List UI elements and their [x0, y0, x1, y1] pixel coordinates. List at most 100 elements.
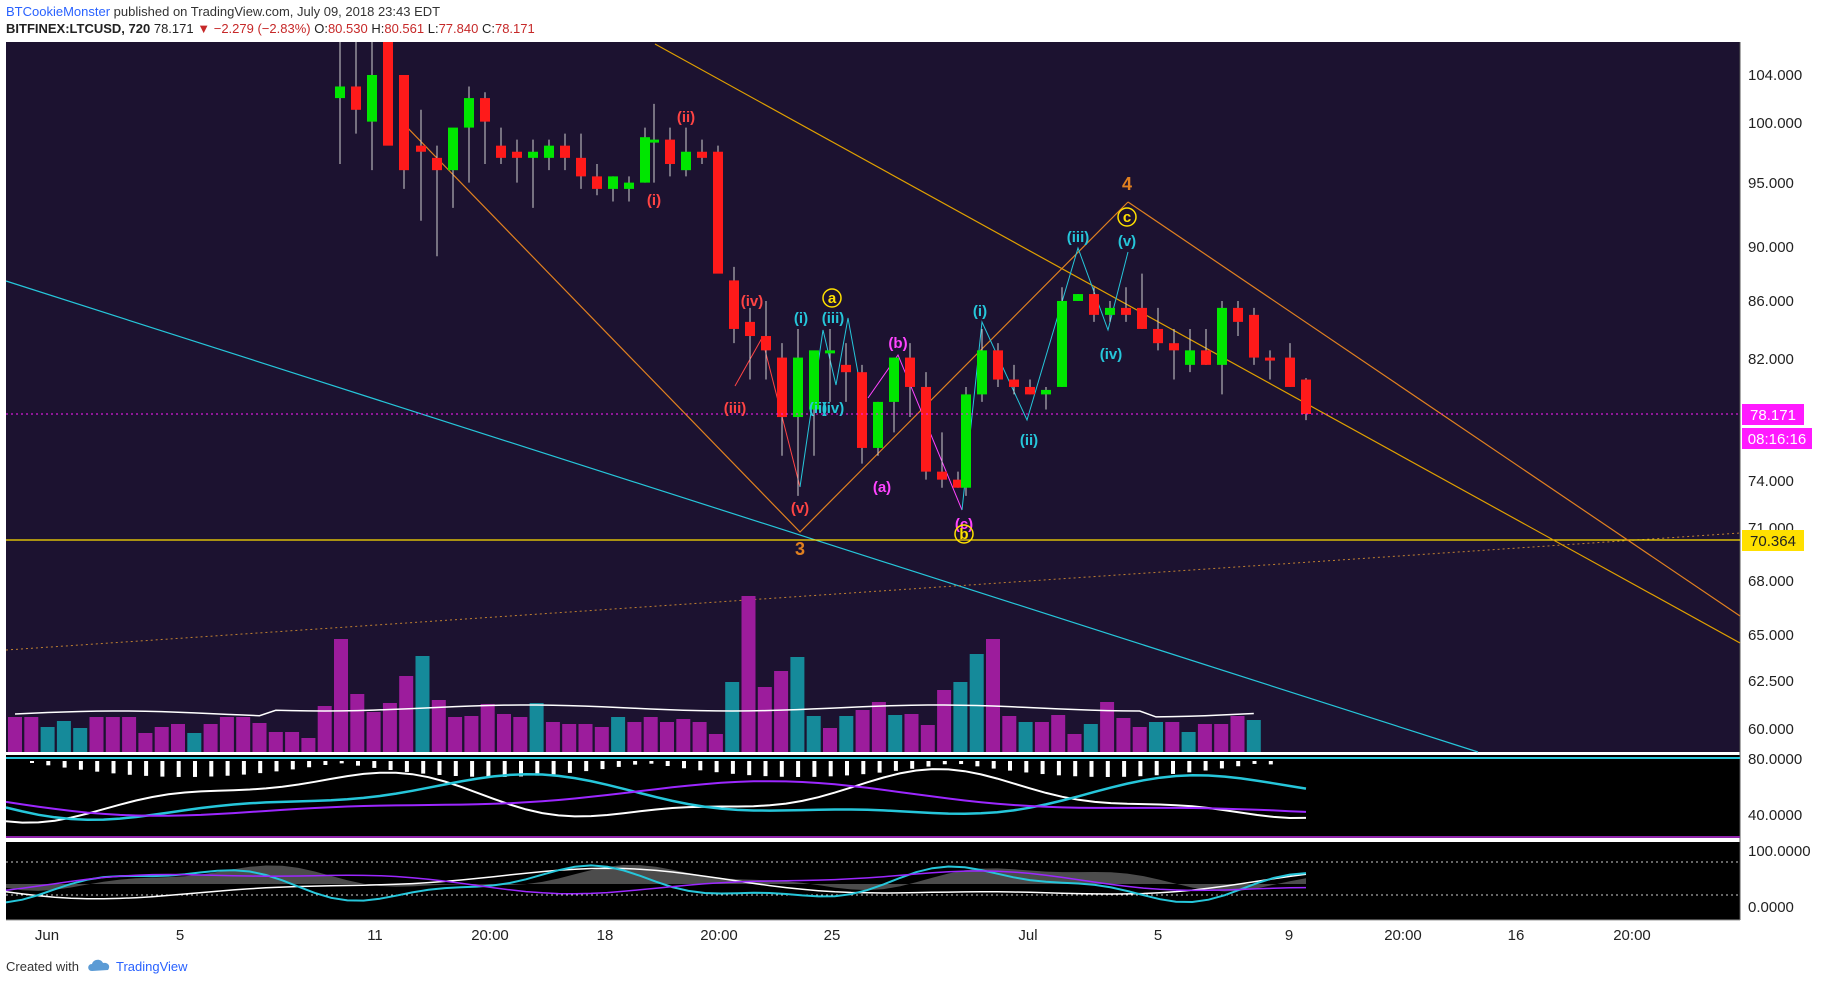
- volume-bar: [480, 704, 495, 752]
- candle-body: [448, 127, 458, 171]
- histogram-bar: [323, 761, 328, 765]
- cyan-label-i: (i): [794, 310, 808, 327]
- histogram-bar: [62, 761, 67, 768]
- histogram-bar: [225, 761, 230, 776]
- author-link[interactable]: BTCookieMonster: [6, 4, 111, 19]
- indicator-tick: 0.0000: [1748, 899, 1794, 916]
- tradingview-link[interactable]: TradingView: [116, 959, 188, 974]
- histogram-bar: [763, 761, 768, 777]
- candle-body: [512, 151, 522, 158]
- volume-bar: [219, 717, 234, 752]
- open-value: 80.530: [327, 21, 368, 36]
- candle-body: [921, 386, 931, 472]
- volume-bar: [334, 639, 348, 752]
- histogram-bar: [877, 761, 882, 773]
- candle-body: [873, 401, 883, 448]
- volume-bar: [171, 724, 185, 752]
- volume-bar: [676, 719, 691, 752]
- last-price-value: 78.171: [153, 21, 194, 36]
- volume-bar: [741, 596, 756, 752]
- histogram-bar: [633, 761, 638, 765]
- volume-bar: [708, 734, 723, 752]
- candle-body: [1041, 389, 1051, 395]
- volume-bar: [1018, 722, 1033, 752]
- candle-body: [665, 139, 675, 164]
- candle-body: [937, 471, 947, 480]
- histogram-bar: [111, 761, 116, 774]
- pane1-cyan-line: [5, 772, 1307, 821]
- candle-body: [399, 75, 409, 171]
- axis-price-badges: 78.171 08:16:16 70.364: [1742, 404, 1812, 551]
- volume-bar: [725, 682, 740, 752]
- volume-bar: [154, 727, 169, 752]
- candle-body: [841, 364, 851, 373]
- candle-body: [608, 176, 618, 189]
- candle-body: [1057, 300, 1067, 387]
- change-value: −2.279 (−2.83%): [213, 21, 311, 36]
- cyan2-label-ii: (ii): [1020, 432, 1038, 449]
- candle-body: [1009, 379, 1019, 387]
- histogram-bar: [942, 761, 947, 765]
- volume-bar: [562, 724, 577, 752]
- time-tick: 20:00: [1384, 927, 1422, 944]
- histogram-bar: [910, 761, 915, 769]
- cyan-label-iv: (iv): [822, 400, 845, 417]
- time-axis[interactable]: Jun 5 11 20:00 18 20:00 25 Jul 5 9 20:00…: [35, 927, 1651, 944]
- price-axis[interactable]: [1740, 42, 1828, 920]
- candle-body: [905, 357, 915, 387]
- histogram-bar: [95, 761, 100, 772]
- histogram-bar: [714, 761, 719, 773]
- indicator-tick: 40.0000: [1748, 807, 1802, 824]
- wave4-channel-line: [1127, 201, 1741, 617]
- candle-body: [961, 394, 971, 488]
- candle-body: [1285, 357, 1295, 387]
- price-tick: 90.000: [1748, 239, 1794, 256]
- time-tick: 20:00: [1613, 927, 1651, 944]
- level-badge: [1742, 530, 1804, 551]
- candle-body: [713, 151, 723, 274]
- price-chart[interactable]: (i) (ii) (iii) (iv) (v) 3 (i) (ii) (iii)…: [0, 42, 1828, 947]
- candle-body: [1025, 386, 1035, 395]
- histogram-bar: [1203, 761, 1208, 771]
- histogram-bar: [665, 761, 670, 767]
- time-tick: 16: [1508, 927, 1525, 944]
- time-tick: 25: [824, 927, 841, 944]
- high-value: 80.561: [384, 21, 425, 36]
- time-tick: 20:00: [700, 927, 738, 944]
- candle-body: [560, 145, 570, 158]
- histogram-bar: [46, 761, 51, 766]
- volume-bar: [545, 722, 560, 752]
- histogram-bar: [519, 761, 523, 777]
- histogram-bar: [600, 761, 605, 770]
- histogram-bar: [437, 761, 442, 775]
- volume-bar: [1246, 720, 1261, 752]
- candle-body: [761, 336, 771, 351]
- histogram-bar: [959, 761, 964, 765]
- candle-body: [745, 321, 755, 337]
- pink-label-b: (b): [888, 335, 907, 352]
- time-tick: 9: [1285, 927, 1293, 944]
- price-tick: 104.000: [1748, 67, 1802, 84]
- pane1-white-line: [5, 768, 1307, 824]
- candle-body: [640, 137, 650, 183]
- histogram-bar: [209, 761, 214, 777]
- histogram-bar: [1236, 761, 1241, 767]
- price-tick: 82.000: [1748, 351, 1794, 368]
- candle-body: [889, 357, 899, 402]
- candle-body: [1073, 294, 1083, 301]
- volume-bars: [8, 596, 1261, 752]
- histogram-bar: [421, 761, 426, 774]
- indicator-pane-1-background: [6, 755, 1740, 837]
- candle-body: [416, 145, 426, 152]
- volume-bar: [89, 717, 104, 752]
- histogram-bar: [1008, 761, 1012, 771]
- price-tick: 74.000: [1748, 473, 1794, 490]
- histogram-bar: [926, 761, 931, 767]
- candle-body: [624, 182, 634, 189]
- candle-body: [953, 479, 963, 488]
- histogram-bar: [78, 761, 83, 770]
- histogram-bar: [372, 761, 377, 768]
- ohlc-line: BITFINEX:LTCUSD, 720 78.171 ▼ −2.279 (−2…: [6, 21, 535, 36]
- pink-label-a: (a): [873, 479, 891, 496]
- low-label: L:: [427, 21, 439, 36]
